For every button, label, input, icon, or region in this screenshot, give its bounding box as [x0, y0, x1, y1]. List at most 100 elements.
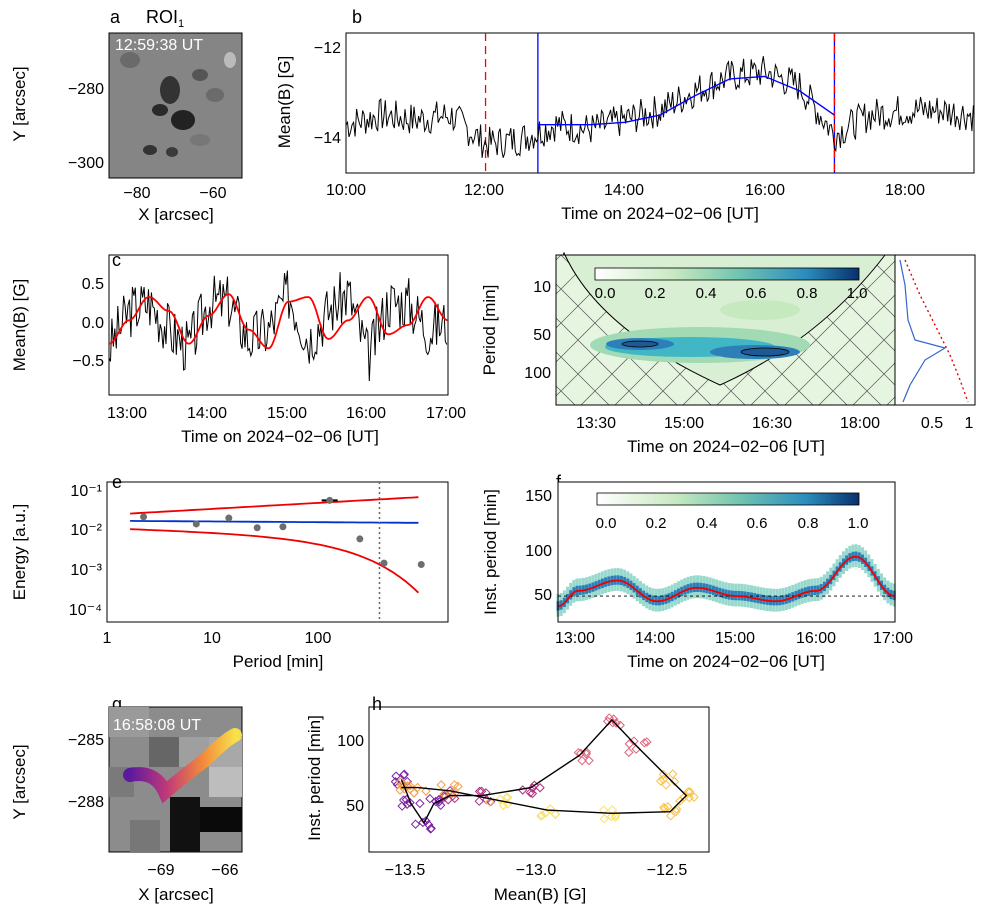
- magnetogram-features: [120, 52, 236, 157]
- e-data-point: [417, 561, 425, 569]
- svg-text:0.6: 0.6: [747, 515, 768, 532]
- h-data-point: [642, 737, 652, 747]
- g-ylabel: Y [arcsec]: [10, 744, 29, 819]
- d-ytick: 100: [524, 365, 551, 382]
- a-xlabel: X [arcsec]: [138, 205, 214, 224]
- panel-e: e 10⁻¹ 10⁻² 10⁻³ 10⁻⁴ 1 10 100 Period [m…: [10, 472, 449, 671]
- cone-of-influence: [564, 254, 886, 386]
- panel-c-axes: 0.5 0.0 −0.5 13:00 14:00 15:00 16:00 17:…: [10, 276, 466, 446]
- panel-c-plot: [108, 270, 449, 382]
- panel-g: g 16:58:08 UT −69 −66 −285 −288 X [arcse…: [10, 694, 243, 904]
- d-xtick: 18:00: [840, 415, 880, 432]
- panel-b: b −12 −14 10:00 12:00 14:00 16:00 18:00 …: [275, 7, 975, 223]
- h-data-point: [426, 823, 436, 834]
- g-xtick: −69: [147, 862, 174, 879]
- h-data-point: [668, 769, 678, 779]
- panel-h-frame: [368, 706, 710, 853]
- d-side-xtick: 1: [965, 415, 974, 432]
- c-xtick: 14:00: [187, 405, 227, 422]
- h-data-point: [396, 780, 407, 790]
- h-data-point: [584, 755, 594, 766]
- e-data-point: [380, 559, 388, 567]
- e-ylabel: Energy [a.u.]: [10, 504, 29, 600]
- svg-text:0.4: 0.4: [697, 515, 718, 532]
- d-xtick: 13:30: [576, 415, 616, 432]
- g-xtick: −66: [211, 862, 238, 879]
- f-ytick: 150: [525, 488, 552, 505]
- panel-h: h 100 50 −13.5 −13.0 −12.5 Mean(B) [G] I…: [305, 694, 710, 904]
- e-xtick: 1: [103, 630, 112, 647]
- h-data-point: [449, 780, 460, 790]
- panel-g-axes: −69 −66 −285 −288 X [arcsec] Y [arcsec]: [10, 732, 239, 904]
- h-data-point: [398, 770, 409, 780]
- h-data-point: [395, 777, 406, 787]
- c-ytick: 0.0: [82, 315, 104, 332]
- e-xtick: 100: [305, 630, 332, 647]
- c-ytick: −0.5: [72, 353, 104, 370]
- f-instantaneous-period: [557, 555, 896, 608]
- b-ytick: −14: [314, 130, 341, 147]
- h-data-point: [545, 804, 556, 814]
- a-ytick: −280: [68, 81, 104, 98]
- panel-f: f 0.0 0.2 0.4 0.6 0.8 1.0 150 100 50 13:…: [481, 472, 913, 671]
- f-ytick: 100: [525, 543, 552, 560]
- e-mean-spectrum: [130, 520, 419, 524]
- panel-e-plot: [130, 482, 425, 622]
- svg-text:0.6: 0.6: [746, 285, 767, 302]
- b-series-trend: [537, 75, 835, 126]
- f-xtick: 17:00: [873, 630, 913, 647]
- wavelet-power-contours: [590, 300, 810, 363]
- h-data-point: [610, 812, 621, 823]
- c-xtick: 17:00: [426, 405, 466, 422]
- h-data-point: [639, 738, 650, 748]
- g-xlabel: X [arcsec]: [138, 885, 214, 904]
- f-xtick: 16:00: [796, 630, 836, 647]
- c-series-detrended: [108, 270, 448, 382]
- panel-a: a ROI1 12:59:38 UT −80 −60 −280 −300 X […: [10, 7, 243, 224]
- svg-text:0.2: 0.2: [646, 515, 667, 532]
- h-data-point: [655, 776, 666, 786]
- h-data-point: [684, 792, 694, 803]
- d-colorbar-ticks: 0.0 0.2 0.4 0.6 0.8 1.0: [595, 285, 868, 302]
- h-data-point: [550, 809, 560, 819]
- h-data-point: [395, 785, 405, 795]
- panel-b-frame: [345, 32, 975, 174]
- h-data-point: [436, 780, 446, 790]
- e-xlabel: Period [min]: [233, 652, 324, 671]
- svg-text:0.8: 0.8: [797, 285, 818, 302]
- panel-d: d 0.0 0.2 0.4 0.6 0.8 1.0 10: [480, 250, 976, 456]
- h-data-point: [550, 809, 561, 819]
- h-data-point: [412, 782, 423, 793]
- g-ytick: −285: [68, 732, 104, 749]
- panel-f-axes: 150 100 50 13:00 14:00 15:00 16:00 17:00…: [481, 488, 913, 671]
- panel-b-label: b: [352, 7, 362, 27]
- h-xtick: −13.0: [516, 862, 557, 879]
- e-lower-confidence: [130, 528, 420, 594]
- h-data-point: [410, 819, 421, 829]
- h-trajectory: [400, 718, 688, 825]
- h-data-point: [659, 803, 670, 814]
- h-data-point: [535, 783, 545, 793]
- h-data-point: [537, 810, 547, 821]
- h-data-point: [608, 714, 619, 724]
- d-ytick: 50: [533, 327, 551, 344]
- h-data-point: [598, 805, 609, 815]
- svg-text:0.0: 0.0: [595, 285, 616, 302]
- e-xtick: 10: [203, 630, 221, 647]
- svg-text:0.4: 0.4: [696, 285, 717, 302]
- c-series-fit: [108, 293, 449, 350]
- svg-text:0.8: 0.8: [798, 515, 819, 532]
- f-xtick: 14:00: [635, 630, 675, 647]
- panel-g-timestamp: 16:58:08 UT: [113, 717, 201, 734]
- h-data-point: [415, 798, 425, 809]
- h-data-point: [683, 787, 693, 797]
- h-data-point: [405, 797, 415, 808]
- h-data-point: [527, 788, 538, 799]
- h-data-point: [425, 793, 435, 804]
- c-xtick: 16:00: [346, 405, 386, 422]
- b-xtick: 12:00: [464, 182, 504, 199]
- h-data-point: [453, 781, 463, 792]
- a-ytick: −300: [68, 155, 104, 172]
- b-xtick: 16:00: [745, 182, 785, 199]
